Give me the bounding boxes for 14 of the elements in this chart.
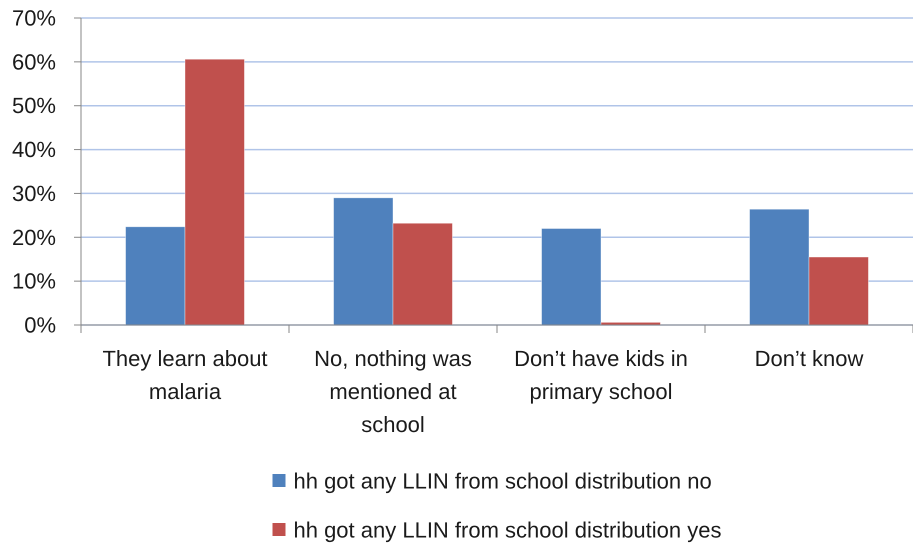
x-tick-label: They learn about malaria — [102, 346, 268, 404]
y-tick-label: 30% — [12, 180, 56, 206]
legend-label: hh got any LLIN from school distribution no — [294, 468, 712, 494]
x-tick-label: Don’t have kids in primary school — [514, 346, 688, 404]
y-tick-label: 60% — [12, 49, 56, 74]
y-tick-label: 40% — [12, 137, 56, 162]
y-tick-label: 10% — [12, 268, 56, 294]
legend-label: hh got any LLIN from school distribution yes — [294, 518, 722, 542]
y-tick-label: 0% — [24, 312, 56, 338]
y-tick-label: 20% — [12, 224, 56, 250]
y-tick-label: 70% — [12, 6, 56, 30]
y-tick-label: 50% — [12, 93, 56, 118]
x-tick-label: Don’t know — [754, 346, 864, 371]
x-tick-label: No, nothing was mentioned at school — [314, 346, 472, 437]
